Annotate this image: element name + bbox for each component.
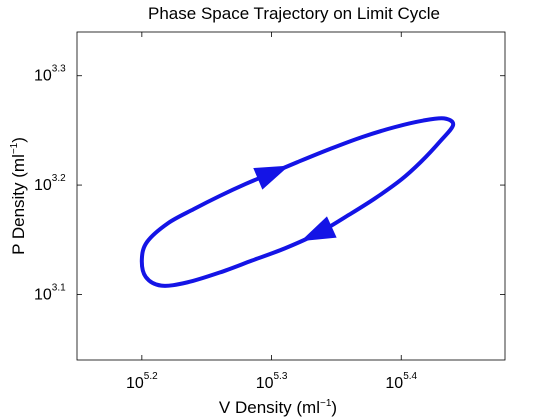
- y-axis-label-prefix: P Density (ml: [9, 154, 28, 255]
- direction-arrow: [300, 216, 337, 242]
- x-tick-exponent: 5.2: [144, 371, 158, 382]
- y-tick-label: 103.3: [34, 64, 66, 85]
- x-tick-label: 105.3: [256, 371, 288, 392]
- y-tick-base: 10: [34, 68, 52, 85]
- x-tick-base: 10: [385, 375, 403, 392]
- y-axis-label-suffix: ): [9, 137, 28, 143]
- x-tick-base: 10: [256, 375, 274, 392]
- y-tick-label: 103.2: [34, 173, 66, 194]
- y-tick-exponent: 3.1: [52, 282, 66, 293]
- x-axis-label-sup: −1: [320, 398, 332, 409]
- x-tick-exponent: 5.3: [273, 371, 287, 382]
- plot-area: [76, 31, 506, 361]
- y-axis-label: P Density (ml−1): [9, 137, 28, 255]
- direction-arrow: [253, 165, 290, 190]
- x-tick-exponent: 5.4: [403, 371, 417, 382]
- x-tick-label: 105.2: [126, 371, 158, 392]
- series-layer: [139, 116, 456, 288]
- x-axis-label: V Density (ml−1): [219, 398, 337, 417]
- x-axis-label-suffix: ): [331, 398, 337, 417]
- chart-title: Phase Space Trajectory on Limit Cycle: [148, 4, 440, 23]
- y-tick-base: 10: [34, 177, 52, 194]
- y-tick-exponent: 3.3: [52, 64, 66, 75]
- y-tick-base: 10: [34, 286, 52, 303]
- limit-cycle-trajectory: [139, 116, 456, 288]
- x-tick-base: 10: [126, 375, 144, 392]
- y-tick-exponent: 3.2: [52, 173, 66, 184]
- x-tick-label: 105.4: [385, 371, 417, 392]
- y-axis-label-sup: −1: [9, 142, 20, 154]
- x-axis-label-prefix: V Density (ml: [219, 398, 320, 417]
- x-ticks: 105.2 105.3 105.4: [126, 32, 418, 392]
- y-tick-label: 103.1: [34, 282, 66, 303]
